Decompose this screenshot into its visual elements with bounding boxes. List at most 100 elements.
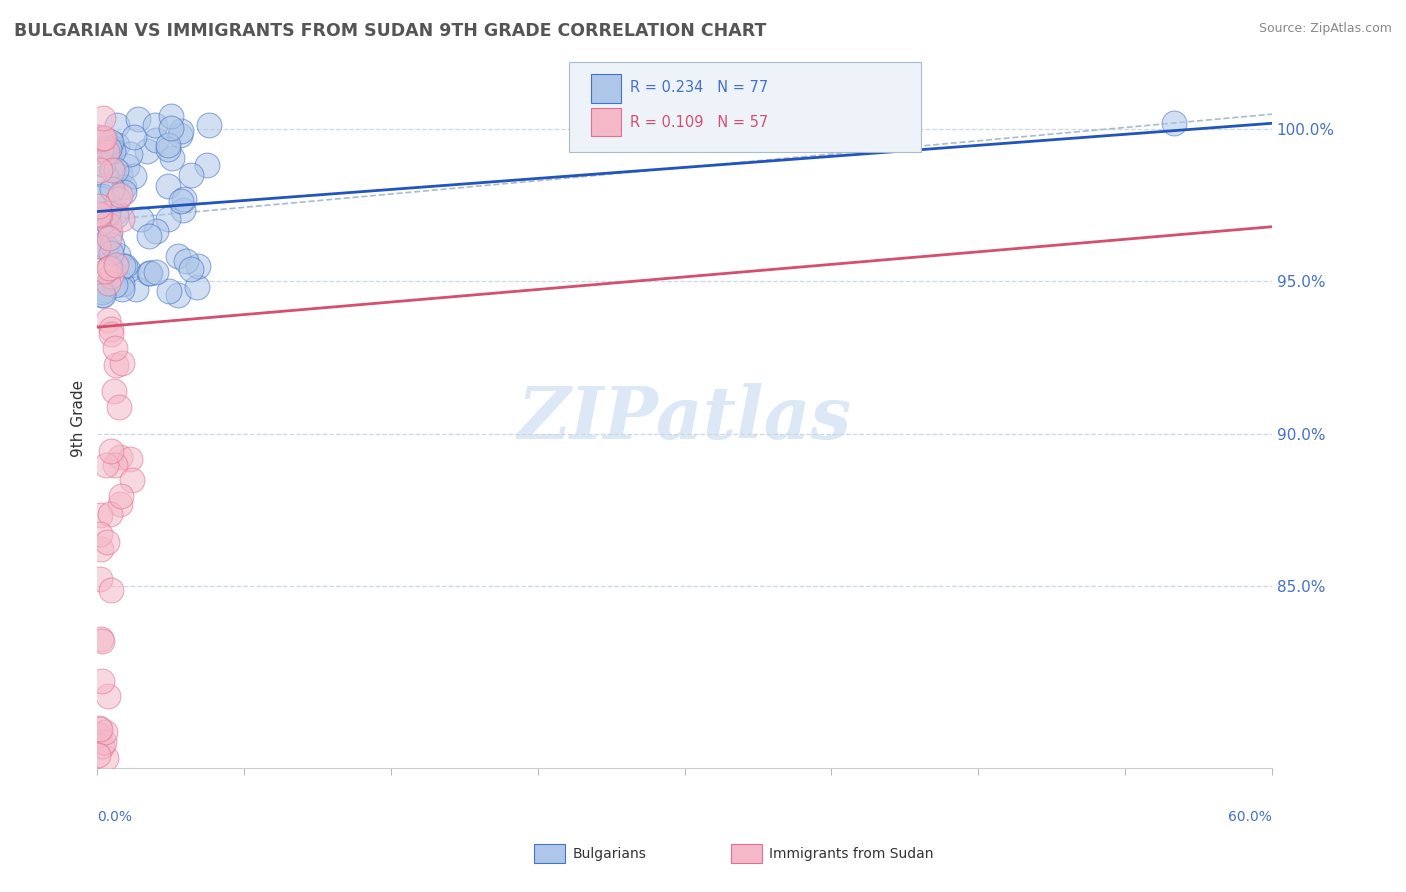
Point — [89, 508, 111, 523]
Point — [100, 443, 122, 458]
Point — [94, 751, 117, 765]
Point — [157, 284, 180, 298]
Point — [187, 259, 209, 273]
Point — [90, 633, 112, 648]
Point — [107, 247, 129, 261]
Point — [96, 239, 118, 253]
Point — [89, 572, 111, 586]
Point — [145, 133, 167, 147]
Point — [105, 118, 128, 132]
Point — [87, 199, 110, 213]
Point — [105, 209, 128, 223]
Point — [91, 674, 114, 689]
Point — [87, 129, 110, 144]
Text: Immigrants from Sudan: Immigrants from Sudan — [769, 847, 934, 861]
Point — [89, 163, 111, 178]
Point — [98, 141, 121, 155]
Point — [100, 327, 122, 342]
Text: 0.0%: 0.0% — [97, 810, 132, 824]
Point — [93, 131, 115, 145]
Point — [94, 725, 117, 739]
Point — [104, 341, 127, 355]
Point — [174, 253, 197, 268]
Point — [159, 109, 181, 123]
Point — [98, 231, 121, 245]
Point — [87, 239, 110, 253]
Point — [136, 145, 159, 159]
Point — [101, 163, 124, 178]
Point — [122, 169, 145, 184]
Point — [98, 225, 121, 239]
Text: R = 0.234   N = 77: R = 0.234 N = 77 — [630, 80, 768, 95]
Point — [145, 224, 167, 238]
Point — [195, 158, 218, 172]
Point — [138, 266, 160, 280]
Point — [167, 288, 190, 302]
Point — [112, 185, 135, 199]
Point — [87, 748, 110, 763]
Point — [180, 262, 202, 277]
Point — [93, 157, 115, 171]
Point — [98, 507, 121, 521]
Point — [169, 128, 191, 142]
Point — [169, 194, 191, 208]
Point — [93, 264, 115, 278]
Point — [129, 211, 152, 226]
Point — [105, 138, 128, 153]
Point — [91, 288, 114, 302]
Point — [157, 178, 180, 193]
Point — [103, 145, 125, 159]
Point — [90, 632, 112, 647]
Point — [125, 282, 148, 296]
Point — [104, 259, 127, 273]
Point — [98, 260, 121, 274]
Point — [90, 142, 112, 156]
Point — [97, 206, 120, 220]
Point — [100, 140, 122, 154]
Point — [115, 159, 138, 173]
Text: Bulgarians: Bulgarians — [572, 847, 647, 861]
Point — [107, 192, 129, 206]
Point — [172, 202, 194, 217]
Point — [100, 583, 122, 598]
Point — [108, 497, 131, 511]
Point — [93, 111, 115, 125]
Point — [117, 263, 139, 277]
Y-axis label: 9th Grade: 9th Grade — [72, 380, 86, 457]
Point — [94, 458, 117, 472]
Point — [114, 180, 136, 194]
Point — [89, 191, 111, 205]
Point — [186, 279, 208, 293]
Point — [93, 283, 115, 297]
Point — [97, 218, 120, 232]
Point — [90, 542, 112, 557]
Point — [94, 169, 117, 184]
Point — [156, 138, 179, 153]
Point — [91, 131, 114, 145]
Point — [87, 144, 110, 158]
Point — [89, 728, 111, 742]
Text: R = 0.109   N = 57: R = 0.109 N = 57 — [630, 115, 768, 129]
Point — [108, 187, 131, 202]
Point — [160, 120, 183, 135]
Point — [104, 278, 127, 293]
Text: Source: ZipAtlas.com: Source: ZipAtlas.com — [1258, 22, 1392, 36]
Point — [91, 189, 114, 203]
Point — [97, 142, 120, 156]
Point — [90, 739, 112, 753]
Point — [118, 147, 141, 161]
Point — [87, 721, 110, 735]
Point — [104, 358, 127, 372]
Point — [87, 207, 110, 221]
Point — [91, 287, 114, 301]
Point — [111, 259, 134, 273]
Text: ZIPatlas: ZIPatlas — [517, 383, 852, 454]
Point — [111, 356, 134, 370]
Point — [97, 312, 120, 326]
Point — [138, 229, 160, 244]
Point — [87, 239, 110, 253]
Point — [139, 266, 162, 280]
Point — [103, 384, 125, 399]
Point — [110, 489, 132, 503]
Point — [157, 211, 180, 226]
